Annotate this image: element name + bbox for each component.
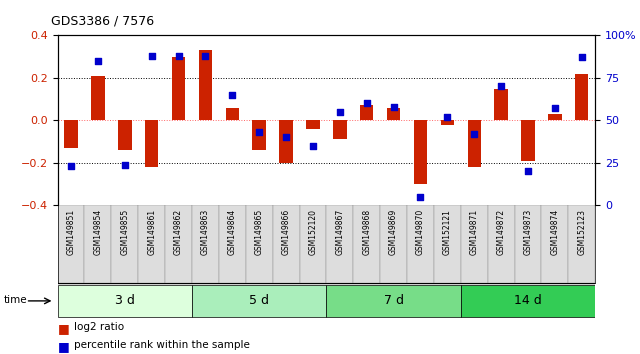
Text: GSM149867: GSM149867 bbox=[335, 209, 344, 256]
Bar bbox=[246, 205, 273, 283]
Text: ■: ■ bbox=[58, 322, 74, 335]
Bar bbox=[548, 114, 562, 120]
Point bbox=[577, 55, 587, 60]
Text: GSM149870: GSM149870 bbox=[416, 209, 425, 256]
Bar bbox=[407, 205, 434, 283]
Text: GSM149865: GSM149865 bbox=[255, 209, 264, 256]
Text: log2 ratio: log2 ratio bbox=[74, 322, 124, 332]
Point bbox=[362, 101, 372, 106]
Text: 14 d: 14 d bbox=[514, 294, 542, 307]
Point bbox=[254, 130, 264, 135]
Point bbox=[496, 84, 506, 89]
Bar bbox=[280, 120, 293, 163]
Text: 5 d: 5 d bbox=[249, 294, 269, 307]
Point bbox=[200, 53, 211, 59]
Text: time: time bbox=[3, 295, 27, 305]
Text: 3 d: 3 d bbox=[115, 294, 135, 307]
Bar bbox=[515, 205, 541, 283]
Bar bbox=[326, 205, 353, 283]
Bar bbox=[522, 120, 535, 161]
Bar bbox=[387, 108, 401, 120]
Text: GSM149874: GSM149874 bbox=[550, 209, 559, 256]
Point bbox=[388, 104, 399, 110]
Point bbox=[227, 92, 237, 98]
Point bbox=[120, 162, 130, 167]
Bar bbox=[333, 120, 347, 139]
Point bbox=[66, 164, 76, 169]
Bar bbox=[541, 205, 568, 283]
Bar bbox=[461, 205, 488, 283]
Text: ■: ■ bbox=[58, 340, 74, 353]
Point bbox=[523, 169, 533, 174]
Text: GSM149872: GSM149872 bbox=[497, 209, 506, 255]
Bar bbox=[467, 120, 481, 167]
Text: GSM149862: GSM149862 bbox=[174, 209, 183, 255]
Bar bbox=[380, 205, 407, 283]
Bar bbox=[172, 57, 186, 120]
Text: GSM149873: GSM149873 bbox=[524, 209, 532, 256]
Text: GSM149871: GSM149871 bbox=[470, 209, 479, 255]
Bar bbox=[84, 205, 111, 283]
Bar bbox=[198, 50, 212, 120]
Text: 7 d: 7 d bbox=[383, 294, 404, 307]
Text: GSM149854: GSM149854 bbox=[93, 209, 102, 256]
Point bbox=[93, 58, 103, 64]
Bar bbox=[326, 285, 461, 317]
Bar bbox=[118, 120, 132, 150]
Bar bbox=[494, 88, 508, 120]
Bar bbox=[64, 120, 78, 148]
Text: GSM152123: GSM152123 bbox=[577, 209, 586, 255]
Bar bbox=[307, 120, 320, 129]
Bar bbox=[58, 285, 192, 317]
Point bbox=[147, 53, 157, 59]
Bar bbox=[273, 205, 300, 283]
Text: GSM149851: GSM149851 bbox=[67, 209, 76, 255]
Point bbox=[308, 143, 318, 149]
Bar bbox=[58, 205, 84, 283]
Bar bbox=[461, 285, 595, 317]
Point bbox=[335, 109, 345, 115]
Point bbox=[281, 135, 291, 140]
Bar bbox=[192, 205, 219, 283]
Bar bbox=[226, 108, 239, 120]
Bar bbox=[353, 205, 380, 283]
Text: GSM149866: GSM149866 bbox=[282, 209, 291, 256]
Bar bbox=[568, 205, 595, 283]
Bar bbox=[575, 74, 589, 120]
Bar bbox=[138, 205, 165, 283]
Text: GSM149868: GSM149868 bbox=[362, 209, 371, 255]
Text: GDS3386 / 7576: GDS3386 / 7576 bbox=[51, 14, 154, 27]
Bar bbox=[360, 105, 374, 120]
Bar bbox=[219, 205, 246, 283]
Bar bbox=[145, 120, 158, 167]
Text: percentile rank within the sample: percentile rank within the sample bbox=[74, 340, 250, 350]
Point bbox=[173, 53, 184, 59]
Text: GSM149864: GSM149864 bbox=[228, 209, 237, 256]
Bar bbox=[300, 205, 326, 283]
Bar bbox=[253, 120, 266, 150]
Bar bbox=[111, 205, 138, 283]
Text: GSM149861: GSM149861 bbox=[147, 209, 156, 255]
Text: GSM149863: GSM149863 bbox=[201, 209, 210, 256]
Point bbox=[442, 114, 452, 120]
Bar bbox=[91, 76, 104, 120]
Point bbox=[550, 105, 560, 111]
Text: GSM152120: GSM152120 bbox=[308, 209, 317, 255]
Bar bbox=[440, 120, 454, 125]
Bar bbox=[414, 120, 428, 184]
Text: GSM149869: GSM149869 bbox=[389, 209, 398, 256]
Text: GSM149855: GSM149855 bbox=[120, 209, 129, 256]
Bar bbox=[488, 205, 515, 283]
Point bbox=[469, 131, 479, 137]
Bar bbox=[192, 285, 326, 317]
Bar bbox=[434, 205, 461, 283]
Point bbox=[415, 194, 426, 200]
Bar bbox=[165, 205, 192, 283]
Text: GSM152121: GSM152121 bbox=[443, 209, 452, 255]
